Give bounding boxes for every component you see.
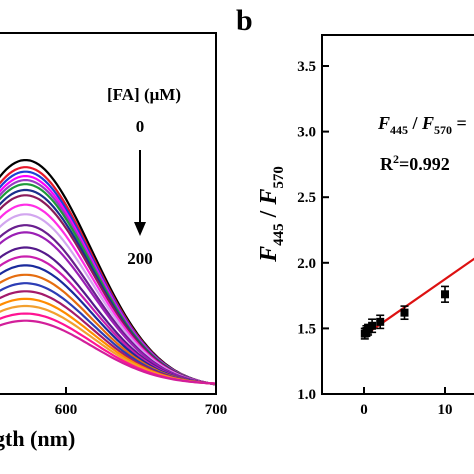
data-point (441, 285, 449, 303)
r-squared: R2=0.992 (380, 152, 450, 174)
panel-a-spectra: 600 700 gth (nm) [FA] (μM) 0 200 (0, 32, 228, 451)
eq-tail: = (452, 113, 467, 133)
y-title-slash: / (256, 205, 282, 224)
x-tick-label: 0 (360, 402, 368, 418)
panel-b-y-axis-title: F445 / F570 (256, 166, 287, 263)
panel-b-label: b (236, 4, 253, 37)
spectrum-curve (0, 231, 217, 386)
y-tick-label: 2.5 (297, 190, 316, 206)
data-point (376, 314, 385, 330)
x-tick-label: 600 (55, 402, 78, 418)
data-point (400, 305, 409, 321)
y-title-sub2: 570 (271, 166, 287, 189)
y-tick-label: 2.0 (297, 256, 316, 272)
fit-equation: F445 / F570 = (377, 113, 467, 137)
panel-b-calibration: b 1.01.52.02.53.03.5 0 10 F445 / F570 F44… (236, 4, 474, 418)
panel-a-frame (0, 32, 217, 395)
data-points (360, 285, 449, 340)
y-tick-label: 3.0 (297, 125, 316, 141)
eq-s2: 570 (434, 123, 452, 137)
x-tick-label: 10 (438, 402, 453, 418)
svg-text:F445 / F570: F445 / F570 (256, 166, 287, 263)
y-tick-label: 1.0 (297, 387, 316, 403)
y-title-sub1: 445 (271, 223, 287, 246)
panel-a-x-axis-title: gth (nm) (0, 426, 75, 451)
r2-sup: 2 (393, 152, 399, 166)
panel-b-y-ticks: 1.0 1.5 2.0 2.5 3.0 3.5 (297, 59, 329, 403)
panel-a-x-ticks: 600 700 (55, 387, 228, 418)
concentration-legend-title: [FA] (μM) (107, 85, 181, 104)
spectrum-curve (0, 319, 217, 385)
eq-f2: F (421, 113, 434, 133)
data-point (368, 318, 377, 334)
concentration-end-label: 200 (127, 249, 153, 268)
panel-b-frame (321, 34, 474, 395)
r2-value: =0.992 (399, 154, 450, 174)
emission-curves (0, 159, 217, 386)
eq-f1: F (377, 113, 390, 133)
y-title-f2: F (256, 189, 282, 206)
panel-b-x-ticks: 0 10 (360, 387, 453, 418)
r2-text: R (380, 154, 394, 174)
y-tick-label: 3.5 (297, 59, 316, 75)
eq-slash: / (408, 113, 422, 133)
concentration-arrow (134, 150, 146, 236)
x-tick-label: 700 (205, 402, 228, 418)
eq-s1: 445 (390, 123, 408, 137)
y-tick-label: 1.5 (297, 321, 316, 337)
y-title-f1: F (256, 246, 282, 263)
concentration-start-label: 0 (136, 117, 145, 136)
